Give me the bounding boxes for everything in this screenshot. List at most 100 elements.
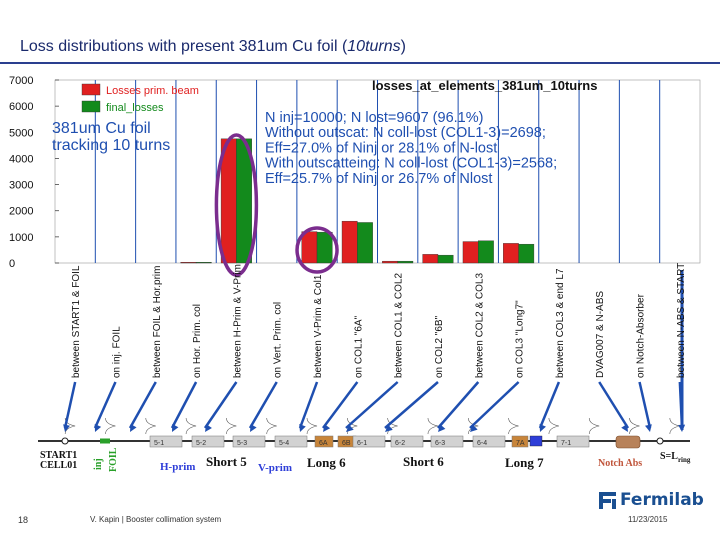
bracket-mark	[467, 417, 479, 435]
magnet-label: 6-3	[435, 440, 445, 447]
arrow-shaft	[345, 381, 399, 429]
arrow-shaft	[638, 381, 652, 429]
bar-losses-prim	[462, 241, 479, 264]
category-label: between N-ABS & START	[676, 263, 687, 378]
arrow-head	[645, 424, 652, 432]
y-tick-label: 5000	[9, 127, 33, 139]
footer-author: V. Kapin | Booster collimation system	[90, 515, 222, 524]
end-point	[656, 437, 664, 445]
magnet-block	[191, 435, 225, 448]
bracket-mark	[669, 417, 680, 435]
annotation-right-line: Eff=27.0% of Ninj or 28.1% of N-lost	[265, 140, 497, 156]
bar-final-losses	[478, 240, 494, 264]
fermilab-logo-text: Fermilab	[620, 490, 704, 510]
annotation-right-line: Eff=25.7% of Ninj or 26.7% of Nlost	[265, 171, 492, 187]
bracket-mark	[508, 417, 519, 435]
magnet-block	[149, 435, 183, 448]
arrow	[248, 381, 278, 432]
arrow	[128, 381, 157, 432]
magnet-block	[352, 435, 386, 448]
legend-swatch	[81, 100, 101, 113]
bar-final-losses	[518, 243, 535, 264]
category-label: on Notch-Absorber	[636, 293, 647, 378]
arrow-shaft	[203, 381, 238, 429]
arrow-head	[250, 424, 257, 432]
bar-losses-prim	[341, 220, 358, 264]
magnet-block	[430, 435, 464, 448]
bracket-mark	[266, 417, 277, 435]
arrow-shaft	[128, 381, 157, 429]
arrow-head	[205, 424, 212, 432]
arrow-shaft	[469, 381, 520, 429]
inj-label: inj	[93, 458, 104, 470]
bracket-mark	[145, 417, 156, 435]
footer-date: 11/23/2015	[628, 515, 668, 524]
magnet-label: 5-4	[279, 440, 289, 447]
arrow	[678, 381, 686, 432]
slide-title-end: )	[400, 38, 406, 55]
bar-losses-prim	[301, 231, 318, 264]
bracket-mark	[105, 417, 116, 435]
y-tick-label: 3000	[9, 180, 33, 192]
category-label: between FOIL & Hor.prim	[152, 266, 163, 378]
page-number: 18	[18, 515, 29, 525]
legend-swatch	[81, 83, 101, 96]
start-label: START1	[40, 450, 77, 461]
pointer-arrows	[63, 381, 686, 432]
arrow-head	[470, 424, 478, 432]
vprim-label: V-prim	[258, 462, 292, 474]
category-labels: between START1 & FOIL on inj. FOIL between…	[71, 263, 687, 378]
arrow	[598, 381, 630, 432]
arrow	[469, 381, 520, 432]
annotation-left-line: tracking 10 turns	[52, 137, 170, 154]
ring-subscript: ring	[678, 456, 691, 464]
category-label: on COL3 "Long7"	[515, 300, 526, 378]
magnet-block	[232, 435, 266, 448]
magnet-label: 5-3	[237, 440, 247, 447]
bracket-mark	[548, 417, 559, 435]
magnet-label: 6-2	[395, 440, 405, 447]
category-label: between V-Prim & Col1	[313, 274, 324, 378]
magnet-block	[274, 435, 308, 448]
arrow-head	[678, 424, 686, 432]
y-tick-label: 7000	[9, 75, 33, 87]
arrow-shaft	[678, 381, 684, 429]
bracket-mark	[427, 417, 439, 435]
bar-losses-prim	[503, 243, 519, 264]
y-tick-label: 0	[9, 258, 15, 270]
foil-label: FOIL	[108, 447, 119, 472]
notchabs-label: Notch Abs	[598, 458, 642, 469]
magnet-block	[390, 435, 424, 448]
bars-group	[180, 138, 535, 264]
bracket-mark	[629, 417, 640, 435]
slide-title-main: Loss distributions with present 381um Cu…	[20, 38, 348, 55]
arrow-head	[621, 424, 628, 432]
bracket-mark	[588, 417, 600, 435]
arrow	[63, 381, 77, 432]
annotation-right-line: With outscatteing: N coll-lost (COL1-3)=…	[265, 156, 557, 172]
category-label: on Vert. Prim. col	[273, 302, 284, 378]
magnet-label: 6-4	[477, 440, 487, 447]
magnet-label: 5-1	[154, 440, 164, 447]
category-label: on inj. FOIL	[111, 326, 122, 378]
highlight-oval	[214, 133, 259, 277]
bar-final-losses	[397, 260, 414, 264]
cell-label: CELL01	[40, 460, 77, 471]
arrow-head	[172, 424, 179, 432]
arrow-shaft	[321, 381, 359, 429]
title-underline	[0, 62, 720, 64]
highlight-oval	[295, 226, 339, 274]
arrow-head	[385, 424, 393, 432]
fermilab-logo: Fermilab	[598, 488, 708, 514]
category-label: between START1 & FOIL	[71, 265, 82, 378]
short6-label: Short 6	[403, 454, 444, 469]
arrow	[345, 381, 399, 432]
start-point	[61, 437, 69, 445]
arrow-shaft	[93, 381, 117, 429]
magnet-label: 7-1	[561, 440, 571, 447]
fermilab-logo-icon	[599, 492, 616, 509]
magnet-block	[472, 435, 506, 448]
category-label: on Hor. Prim. col	[192, 304, 203, 378]
arrow	[93, 381, 117, 432]
